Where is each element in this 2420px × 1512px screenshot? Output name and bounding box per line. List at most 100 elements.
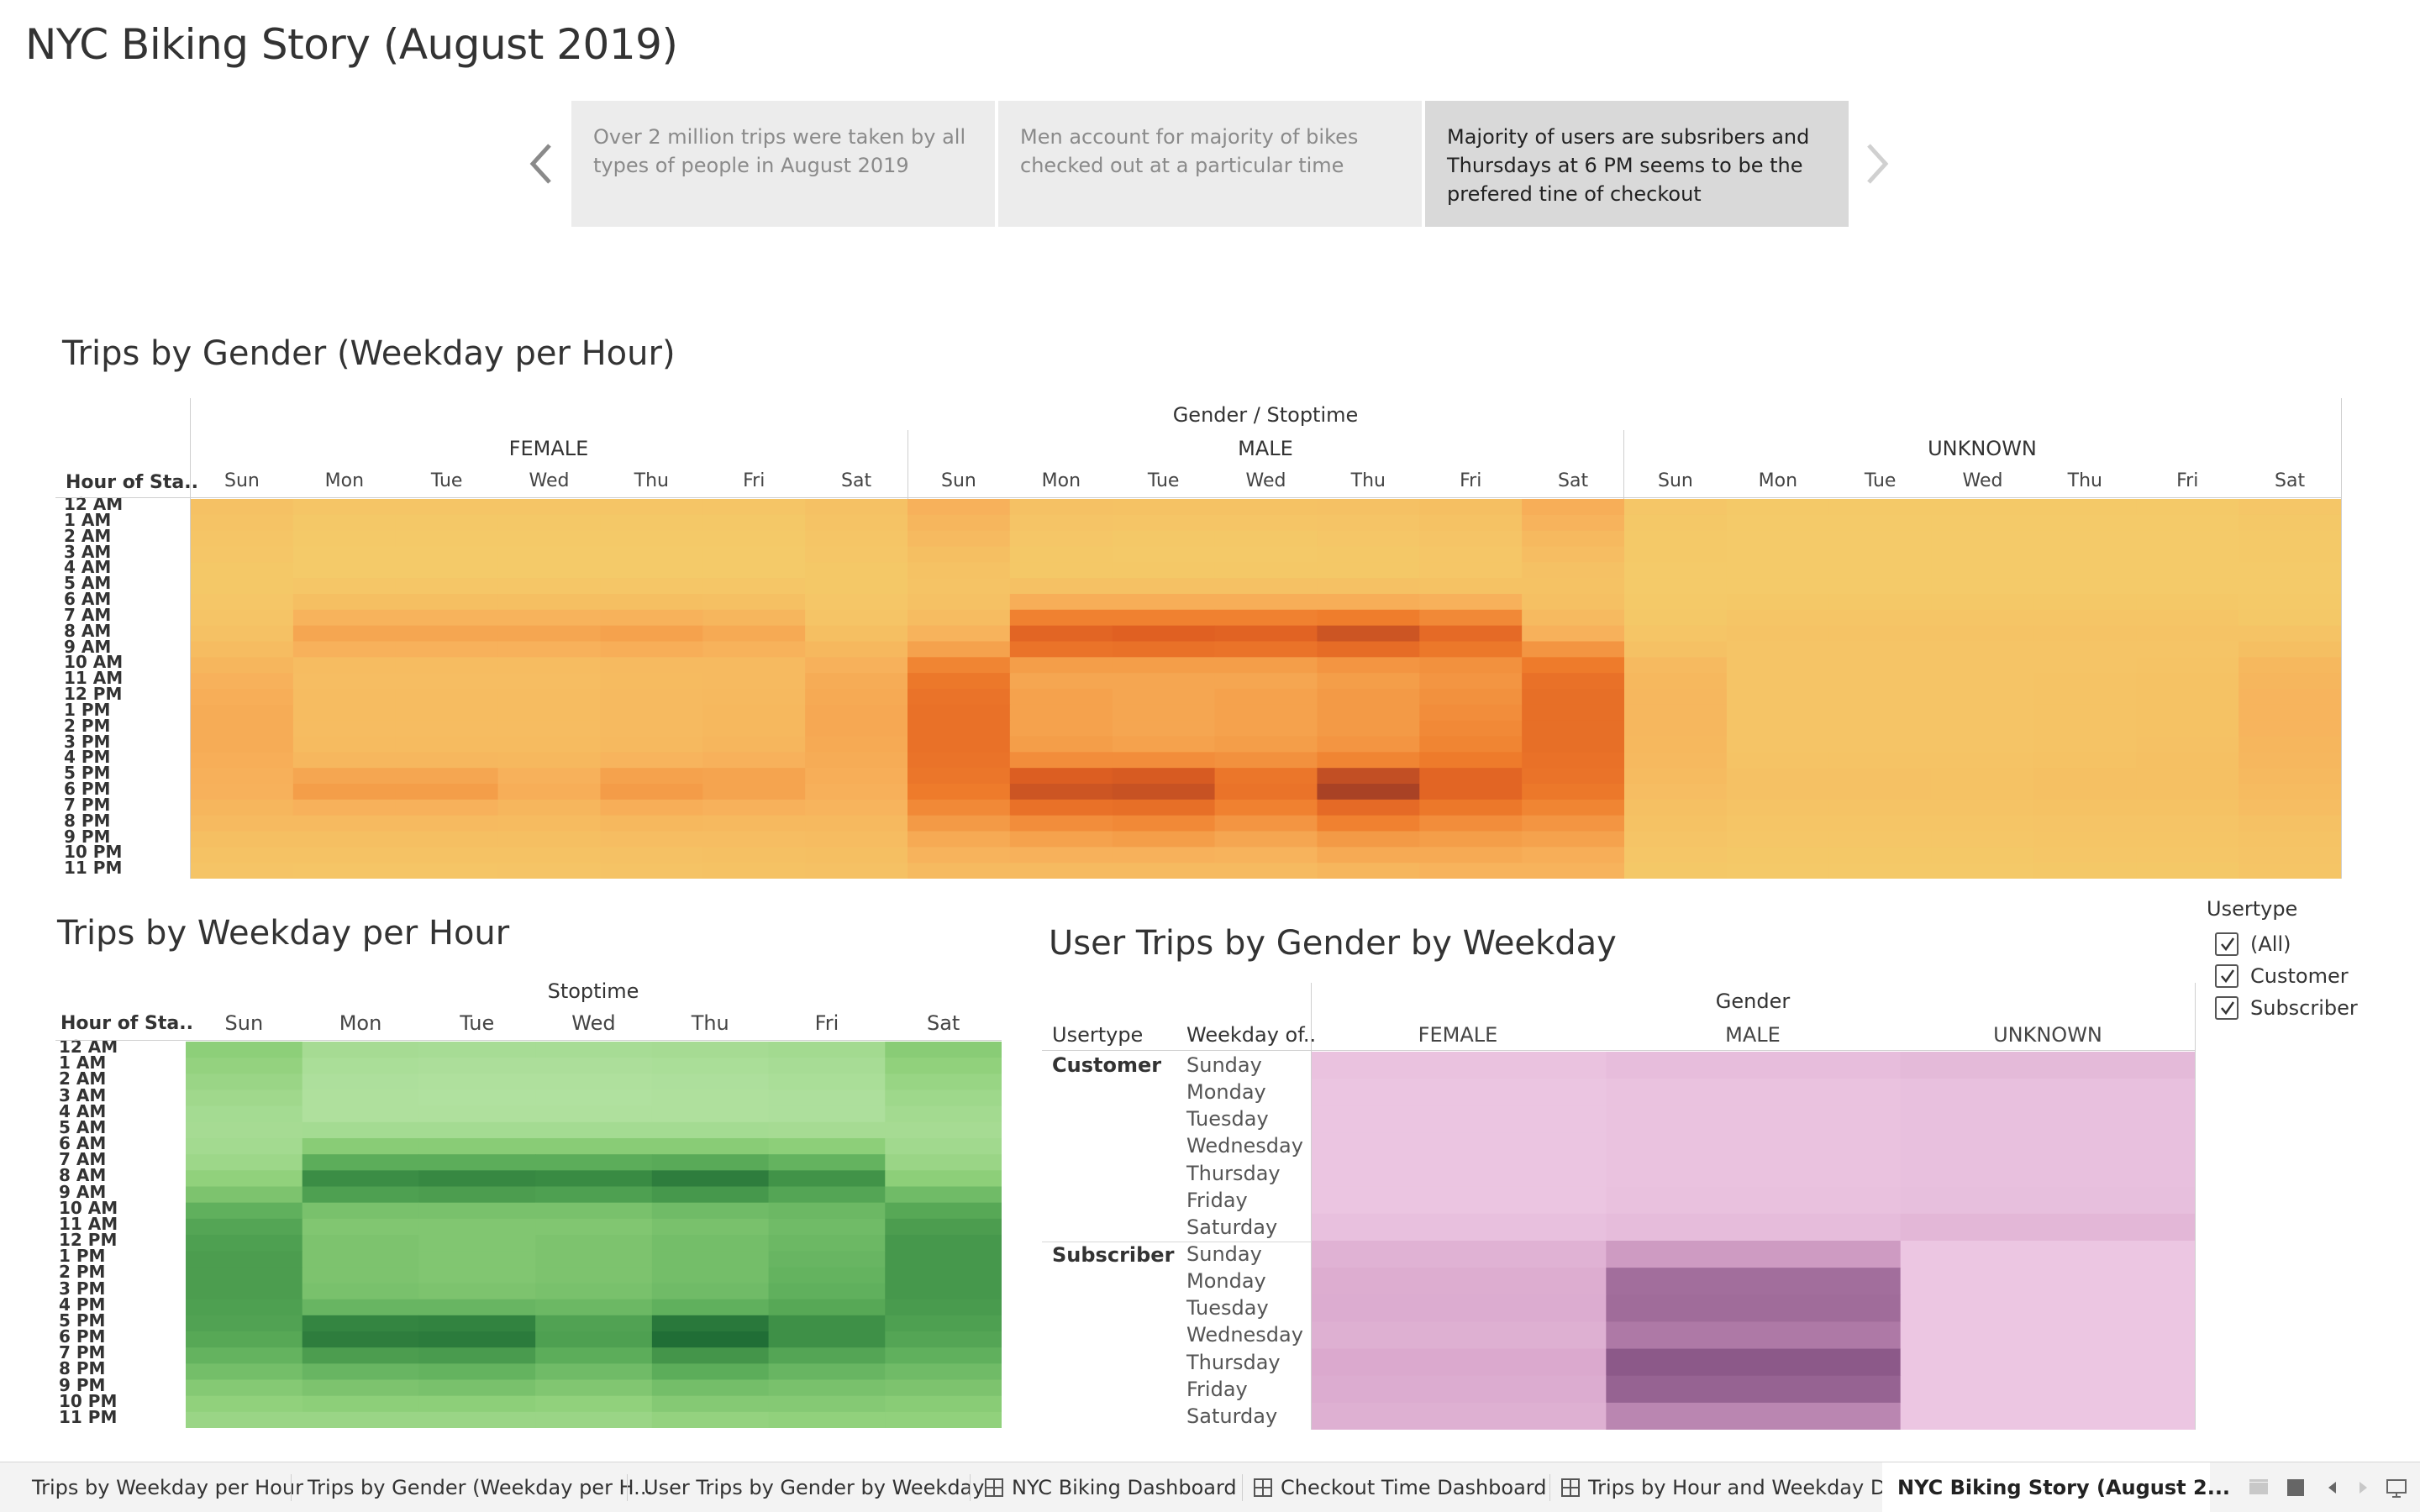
hour-label-18: 6 PM <box>64 779 111 799</box>
heat-cell-male-fri-h8 <box>1419 625 1523 643</box>
story-point-1[interactable]: Over 2 million trips were taken by all t… <box>571 101 995 227</box>
heat-cell-thu-h19 <box>651 1347 770 1364</box>
tab-nyc-biking-dashboard[interactable]: NYC Biking Dashboard <box>978 1462 1244 1512</box>
heat-cell-tue-h10 <box>418 1202 536 1220</box>
heat-cell-female-fri-h16 <box>702 752 806 769</box>
heat-cell-female-wed-h20 <box>497 815 602 832</box>
heat-cell-tue-h22 <box>418 1395 536 1413</box>
heat-cell-male-mon-h1 <box>1009 514 1113 532</box>
heat-cell-female-mon-h5 <box>292 578 397 595</box>
heat-cell-unknown-thu-h20 <box>2033 815 2137 832</box>
heat-cell-male-tue-h3 <box>1112 546 1216 563</box>
tab-separator <box>1549 1474 1550 1501</box>
heat-cell-female-wed-h13 <box>497 704 602 722</box>
heat-cell-male-wed-h21 <box>1214 831 1318 848</box>
heat-cell-thu-h6 <box>651 1138 770 1155</box>
heat-cell-sun-h1 <box>186 1058 303 1074</box>
chevron-right-icon[interactable] <box>1859 139 1896 189</box>
heat-cell-male-fri-h19 <box>1419 799 1523 816</box>
usertype-header-border-left <box>1311 983 1312 1430</box>
filter-customer-checkbox[interactable]: Customer <box>2215 964 2349 988</box>
tab-trips-by-gender[interactable]: Trips by Gender (Weekday per H... <box>301 1462 660 1512</box>
heat-cell-male-sun-h1 <box>908 514 1011 532</box>
filmstrip-view-icon[interactable] <box>2247 1476 2270 1499</box>
hour-label-2: 2 AM <box>64 525 112 546</box>
story-point-3-active[interactable]: Majority of users are subsribers and Thu… <box>1425 101 1849 227</box>
heat-cell-thu-h9 <box>651 1186 770 1204</box>
heat-cell-unknown-wed-h12 <box>1931 689 2035 706</box>
heat-cell-male-tue-h18 <box>1112 784 1216 801</box>
heat-cell-female-mon-h18 <box>292 784 397 801</box>
heat-cell-male-thu-h14 <box>1317 720 1420 738</box>
heat-cell-unknown-wed-h2 <box>1931 530 2035 548</box>
tab-user-trips[interactable]: User Trips by Gender by Weekday <box>637 1462 991 1512</box>
heat-cell-thu-h18 <box>651 1331 770 1348</box>
heat-cell-female-wed-h8 <box>497 625 602 643</box>
scroll-tabs-right-icon[interactable] <box>2351 1476 2375 1499</box>
heat-cell-male-mon-h10 <box>1009 657 1113 674</box>
heat-cell-subscriber-female-thursday <box>1312 1348 1607 1377</box>
heat-cell-female-wed-h21 <box>497 831 602 848</box>
heat-cell-female-sat-h6 <box>805 594 908 611</box>
heat-cell-tue-h2 <box>418 1074 536 1091</box>
weekday-label-subscriber-thursday: Thursday <box>1186 1350 1281 1374</box>
tab-label: NYC Biking Story (August 2... <box>1897 1476 2231 1499</box>
heat-cell-tue-h1 <box>418 1058 536 1074</box>
heat-cell-fri-h0 <box>768 1042 886 1058</box>
tab-trips-by-hour-weekday[interactable]: Trips by Hour and Weekday D... <box>1555 1462 1912 1512</box>
filter-subscriber-checkbox[interactable]: Subscriber <box>2215 996 2358 1020</box>
heat-cell-customer-unknown-sunday <box>1900 1052 2195 1079</box>
heat-cell-female-mon-h7 <box>292 609 397 627</box>
checkbox-checked-icon[interactable] <box>2215 996 2238 1020</box>
chevron-left-icon[interactable] <box>523 139 560 189</box>
heat-cell-male-thu-h21 <box>1317 831 1420 848</box>
heat-cell-unknown-thu-h16 <box>2033 752 2137 769</box>
checkbox-checked-icon[interactable] <box>2215 964 2238 988</box>
checkbox-checked-icon[interactable] <box>2215 932 2238 956</box>
heat-cell-unknown-sun-h21 <box>1624 831 1728 848</box>
heat-cell-male-sun-h11 <box>908 673 1011 690</box>
story-title: NYC Biking Story (August 2019) <box>25 20 678 69</box>
day-label-male-fri: Fri <box>1460 470 1482 491</box>
heat-cell-fri-h20 <box>768 1363 886 1381</box>
heat-cell-unknown-sat-h8 <box>2238 625 2341 643</box>
heat-cell-male-sat-h17 <box>1522 768 1625 785</box>
heat-cell-unknown-sun-h16 <box>1624 752 1728 769</box>
story-point-2[interactable]: Men account for majority of bikes checke… <box>998 101 1422 227</box>
heat-cell-customer-female-sunday <box>1312 1052 1607 1079</box>
presentation-mode-icon[interactable] <box>2385 1476 2408 1499</box>
heat-cell-female-fri-h8 <box>702 625 806 643</box>
heat-cell-male-mon-h9 <box>1009 641 1113 658</box>
heat-cell-unknown-sat-h23 <box>2238 863 2341 879</box>
heat-cell-sun-h17 <box>186 1315 303 1332</box>
heat-cell-male-thu-h1 <box>1317 514 1420 532</box>
heat-cell-fri-h17 <box>768 1315 886 1332</box>
heat-cell-tue-h3 <box>418 1089 536 1107</box>
tab-checkout-time-dashboard[interactable]: Checkout Time Dashboard <box>1247 1462 1553 1512</box>
heat-cell-unknown-tue-h5 <box>1828 578 1933 595</box>
heat-cell-wed-h7 <box>535 1154 653 1171</box>
heat-cell-unknown-tue-h17 <box>1828 768 1933 785</box>
heat-cell-male-mon-h7 <box>1009 609 1113 627</box>
show-sheets-icon[interactable] <box>2284 1476 2307 1499</box>
heat-cell-male-thu-h17 <box>1317 768 1420 785</box>
scroll-tabs-left-icon[interactable] <box>2321 1476 2344 1499</box>
heat-cell-female-wed-h5 <box>497 578 602 595</box>
day-label-unknown-fri: Fri <box>2176 470 2199 491</box>
heat-cell-female-sun-h11 <box>191 673 294 690</box>
heat-cell-female-thu-h0 <box>600 499 703 516</box>
heat-cell-unknown-sat-h7 <box>2238 609 2341 627</box>
heat-cell-customer-unknown-tuesday <box>1900 1105 2195 1134</box>
heat-cell-unknown-tue-h22 <box>1828 847 1933 864</box>
filter-all-checkbox[interactable]: (All) <box>2215 932 2291 956</box>
hour-label-20: 8 PM <box>64 810 111 831</box>
heat-cell-subscriber-female-wednesday <box>1312 1321 1607 1350</box>
heat-cell-female-fri-h21 <box>702 831 806 848</box>
heat-cell-male-fri-h12 <box>1419 689 1523 706</box>
heat-cell-male-fri-h14 <box>1419 720 1523 738</box>
tab-trips-by-weekday[interactable]: Trips by Weekday per Hour <box>25 1462 310 1512</box>
heat-cell-fri-h18 <box>768 1331 886 1348</box>
weekday-day-label-thu: Thu <box>691 1011 729 1035</box>
tab-nyc-biking-story[interactable]: NYC Biking Story (August 2... <box>1882 1462 2230 1512</box>
heat-cell-unknown-wed-h3 <box>1931 546 2035 563</box>
